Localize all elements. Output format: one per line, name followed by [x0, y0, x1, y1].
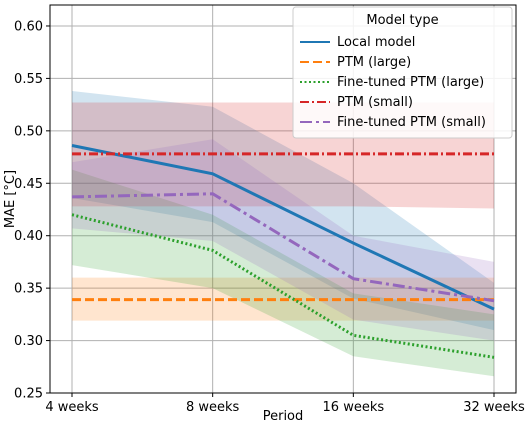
y-tick-label: 0.55 [14, 72, 43, 87]
legend-label: Fine-tuned PTM (large) [337, 75, 484, 90]
legend-box [292, 6, 513, 139]
series-line-fine-tuned-ptm-large [71, 213, 495, 359]
legend-entry: PTM (small) [300, 95, 413, 110]
legend-entry: PTM (large) [300, 55, 411, 70]
x-tick-label: 32 weeks [463, 400, 525, 415]
legend-label: Local model [337, 35, 415, 50]
legend-label: Fine-tuned PTM (small) [337, 115, 486, 130]
y-tick-label: 0.30 [14, 334, 43, 349]
legend-entry: Fine-tuned PTM (small) [300, 115, 486, 130]
series-line-local-model [71, 144, 495, 311]
y-tick-label: 0.40 [14, 229, 43, 244]
x-axis-label: Period [263, 409, 304, 424]
plot-frame [49, 4, 517, 394]
legend-label: PTM (small) [337, 95, 413, 110]
legend-entry: Local model [300, 35, 415, 50]
legend: Model type Local model PTM (large) Fine-tu… [292, 6, 513, 139]
y-tick-label: 0.50 [14, 124, 43, 139]
series-line-fine-tuned-ptm-small [71, 192, 495, 303]
band-local-model [72, 90, 494, 331]
band-fine-tuned-ptm-small [72, 139, 494, 341]
series-lines [71, 144, 495, 359]
y-tick-label: 0.25 [14, 387, 43, 402]
legend-entry: Fine-tuned PTM (large) [300, 75, 484, 90]
x-tick-label: 4 weeks [45, 400, 99, 415]
axis-ticks: 4 weeks 8 weeks 16 weeks 32 weeks 0.25 0.30 0.… [14, 19, 525, 415]
y-tick-label: 0.45 [14, 177, 43, 192]
x-tick-label: 16 weeks [323, 400, 385, 415]
y-tick-label: 0.60 [14, 19, 43, 34]
band-fine-tuned-ptm-large [72, 169, 494, 377]
x-tick-label: 8 weeks [186, 400, 240, 415]
legend-entries: Local model PTM (large) Fine-tuned PTM (la… [300, 35, 486, 130]
legend-label: PTM (large) [337, 55, 411, 70]
legend-title: Model type [366, 13, 438, 28]
y-tick-label: 0.35 [14, 282, 43, 297]
y-axis-label: MAE [°C] [3, 170, 18, 228]
